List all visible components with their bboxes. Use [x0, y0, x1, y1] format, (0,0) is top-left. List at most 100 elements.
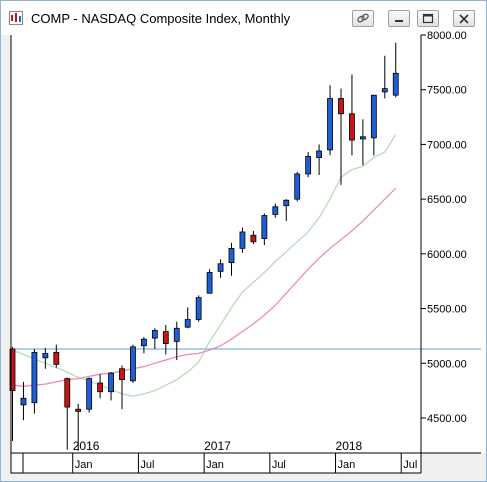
- y-tick-label: 8000.00: [427, 30, 467, 42]
- candle-body: [316, 150, 323, 158]
- candle: [53, 344, 60, 368]
- close-icon: [459, 14, 469, 24]
- candle: [20, 381, 27, 421]
- maximize-button[interactable]: [417, 10, 439, 27]
- candle: [381, 55, 388, 99]
- candle-body: [250, 234, 257, 243]
- candle-body: [359, 136, 366, 140]
- candle: [140, 337, 147, 354]
- candle-body: [381, 88, 388, 93]
- candle-body: [75, 408, 82, 412]
- candle: [151, 328, 158, 350]
- candle-body: [283, 199, 290, 207]
- x-month-label: Jul: [272, 459, 286, 471]
- candle: [75, 403, 82, 451]
- candle-body: [338, 98, 344, 115]
- x-year-label: 2018: [336, 439, 363, 453]
- close-button[interactable]: [453, 10, 475, 27]
- candle-body: [206, 272, 213, 294]
- candle: [64, 377, 71, 450]
- time-axis[interactable]: [11, 453, 421, 473]
- candle-body: [119, 368, 125, 381]
- plot-area[interactable]: [11, 35, 421, 453]
- link-icon: [357, 13, 369, 23]
- candle: [392, 42, 399, 98]
- candle: [261, 213, 268, 246]
- candle: [327, 85, 333, 156]
- y-tick-label: 4500.00: [427, 413, 467, 425]
- candle: [195, 295, 202, 322]
- candle: [119, 365, 125, 410]
- candle-body: [195, 297, 202, 320]
- candle-body: [20, 397, 27, 406]
- candle-body: [261, 215, 268, 239]
- candle-body: [305, 156, 312, 175]
- candle: [31, 349, 38, 414]
- candle: [239, 227, 246, 253]
- candle: [294, 171, 301, 202]
- candle-body: [173, 327, 180, 342]
- candle-body: [31, 351, 38, 404]
- x-month-label: Jul: [403, 459, 417, 471]
- candle: [228, 242, 235, 276]
- ma-long-line: [12, 187, 397, 387]
- candle-body: [151, 330, 158, 339]
- candle: [283, 199, 290, 222]
- x-month-label: Jul: [140, 459, 154, 471]
- x-month-label: Jan: [338, 459, 356, 471]
- candle-body: [53, 351, 60, 365]
- x-year-label: 2016: [73, 439, 100, 453]
- candle-body: [370, 94, 377, 139]
- candle-body: [294, 173, 301, 200]
- candle-body: [9, 348, 16, 392]
- candle-body: [327, 98, 333, 151]
- maximize-icon: [422, 13, 434, 24]
- candle-body: [64, 378, 71, 408]
- candle: [272, 203, 279, 218]
- title-bar: COMP - NASDAQ Composite Index, Monthly: [1, 1, 486, 35]
- candle-body: [349, 113, 355, 141]
- candle-body: [130, 346, 136, 382]
- x-month-label: Jan: [206, 459, 224, 471]
- candle-body: [228, 247, 235, 264]
- x-year-label: 2017: [204, 439, 231, 453]
- candle: [162, 324, 169, 355]
- minimize-icon: [395, 20, 403, 22]
- y-tick-label: 6000.00: [427, 249, 467, 261]
- candle-body: [392, 72, 399, 96]
- candle: [316, 144, 323, 176]
- link-button[interactable]: [352, 10, 374, 27]
- minimize-button[interactable]: [388, 10, 410, 27]
- candle: [217, 259, 224, 278]
- y-tick-label: 5000.00: [427, 358, 467, 370]
- candle: [86, 377, 93, 413]
- candle: [42, 347, 49, 369]
- y-tick-label: 6500.00: [427, 194, 467, 206]
- candle-body: [239, 231, 246, 249]
- candle-body: [140, 338, 147, 347]
- candle-body: [42, 353, 49, 359]
- candle: [184, 307, 191, 329]
- candle-body: [86, 378, 93, 410]
- candle: [370, 94, 377, 156]
- candle-body: [184, 319, 191, 328]
- candle: [250, 230, 257, 244]
- candle: [349, 74, 355, 156]
- candle-body: [217, 263, 224, 272]
- x-month-label: Jan: [75, 459, 93, 471]
- candle: [359, 119, 366, 166]
- candle: [173, 321, 180, 360]
- candle: [130, 344, 136, 383]
- candle: [206, 269, 213, 294]
- candle: [108, 372, 114, 401]
- candle-body: [162, 331, 169, 344]
- axis-corner-box: [10, 452, 24, 474]
- candle-body: [272, 206, 279, 215]
- candle: [97, 374, 103, 399]
- price-axis[interactable]: [421, 35, 486, 453]
- candle: [305, 152, 312, 178]
- candle: [9, 346, 16, 441]
- y-tick-label: 5500.00: [427, 304, 467, 316]
